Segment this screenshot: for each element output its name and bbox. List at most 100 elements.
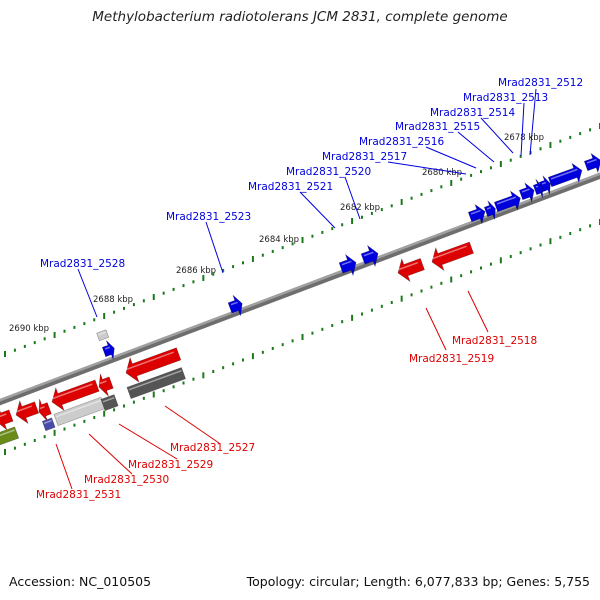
- scale-tick-label: 2684 kbp: [259, 235, 299, 245]
- forward-gene-shine: [535, 185, 539, 188]
- forward-gene-body: [467, 203, 486, 225]
- reverse-gene-body: [15, 399, 40, 425]
- scale-tick-label: 2682 kbp: [340, 203, 380, 213]
- forward-gene: [338, 253, 357, 277]
- scale-tick-label: 2688 kbp: [93, 295, 133, 305]
- genome-stats-text: Topology: circular; Length: 6,077,833 bp…: [246, 574, 590, 589]
- reverse-gene-label: Mrad2831_2530: [84, 474, 169, 486]
- scale-tick-label: 2690 kbp: [9, 324, 49, 334]
- reverse-leader-line: [55, 443, 73, 490]
- scale-labels: 2678 kbp 2680 kbp 2682 kbp 2684 kbp 2686 kbp…: [9, 133, 544, 334]
- other-feature-shine: [102, 397, 115, 403]
- reverse-gene-shine: [39, 406, 45, 410]
- forward-gene: [583, 152, 600, 174]
- scale-tick-label: 2680 kbp: [422, 168, 462, 178]
- forward-gene-body: [338, 253, 357, 277]
- forward-gene-label: Mrad2831_2523: [166, 211, 251, 223]
- forward-gene-body: [518, 182, 535, 203]
- reverse-gene-shine: [52, 383, 93, 400]
- reverse-gene-body: [125, 347, 182, 383]
- forward-leader-line: [344, 176, 361, 220]
- reverse-gene-shine: [398, 261, 418, 271]
- forward-gene: [532, 178, 543, 198]
- forward-leader-line: [387, 161, 467, 175]
- reverse-gene-label: Mrad2831_2527: [170, 442, 255, 454]
- genome-backbone: [0, 172, 600, 406]
- forward-gene: [493, 190, 521, 213]
- other-feature: [41, 417, 56, 432]
- forward-gene-shine: [541, 181, 547, 185]
- reverse-gene: [397, 257, 425, 283]
- reverse-gene-body: [98, 373, 114, 397]
- rna-feature-shine: [0, 429, 15, 438]
- forward-gene-shine: [363, 251, 374, 257]
- rna-feature-body: [0, 426, 20, 447]
- map-title: Methylobacterium radiotolerans JCM 2831,…: [92, 9, 508, 25]
- rna-feature: [0, 426, 20, 447]
- gene-features: [0, 152, 600, 447]
- forward-leader-line: [457, 131, 495, 163]
- other-feature: [96, 329, 110, 342]
- forward-gene-shine: [586, 158, 597, 164]
- reverse-gene-body: [397, 257, 425, 283]
- other-feature-body: [126, 367, 186, 400]
- reverse-gene: [15, 399, 40, 425]
- reverse-gene: [125, 347, 182, 383]
- forward-gene-body: [493, 190, 521, 213]
- forward-gene-label: Mrad2831_2513: [463, 92, 548, 104]
- forward-leader-line: [77, 268, 98, 318]
- reverse-gene-body: [51, 379, 100, 412]
- forward-gene-shine: [230, 301, 238, 306]
- forward-gene-shine: [104, 346, 110, 350]
- reverse-gene-label: Mrad2831_2518: [452, 335, 537, 347]
- forward-gene: [483, 200, 496, 220]
- reverse-gene-shine: [16, 405, 33, 413]
- forward-gene-body: [483, 200, 496, 220]
- reverse-gene-label: Mrad2831_2531: [36, 489, 121, 501]
- forward-gene-label: Mrad2831_2516: [359, 136, 444, 148]
- forward-gene-label: Mrad2831_2514: [430, 107, 515, 119]
- forward-gene-body: [227, 294, 243, 316]
- forward-leader-line: [529, 88, 537, 156]
- forward-gene-body: [101, 340, 115, 360]
- other-feature: [126, 367, 186, 400]
- forward-leader-line: [480, 117, 514, 154]
- forward-gene-shine: [521, 188, 530, 193]
- forward-leader-line: [425, 146, 477, 169]
- reverse-gene: [0, 406, 14, 431]
- forward-gene-shine: [341, 260, 352, 266]
- other-feature-shine: [55, 399, 102, 418]
- forward-gene-body: [532, 178, 543, 198]
- forward-gene: [227, 294, 243, 316]
- reverse-gene: [51, 379, 100, 412]
- reverse-leader-line: [467, 290, 489, 333]
- forward-leader-line: [299, 191, 336, 229]
- reverse-leader-line: [425, 307, 447, 351]
- reverse-gene-label: Mrad2831_2519: [409, 353, 494, 365]
- forward-gene-shine: [496, 196, 517, 205]
- backbone-arc-shadow: [0, 172, 600, 406]
- forward-gene-label: Mrad2831_2521: [248, 181, 333, 193]
- reverse-gene: [431, 241, 474, 272]
- reverse-gene-body: [0, 406, 14, 431]
- forward-gene-label: Mrad2831_2517: [322, 151, 407, 163]
- inner-tick-track: [4, 219, 600, 455]
- forward-gene-shine: [470, 209, 481, 215]
- forward-gene-body: [360, 244, 379, 268]
- reverse-gene-body: [431, 241, 474, 272]
- other-feature-shine: [97, 331, 107, 336]
- reverse-gene-shine: [432, 245, 467, 260]
- forward-gene-body: [583, 152, 600, 174]
- scale-tick-label: 2678 kbp: [504, 133, 544, 143]
- forward-gene-label: Mrad2831_2515: [395, 121, 480, 133]
- forward-gene: [101, 340, 115, 360]
- reverse-leader-line: [118, 423, 178, 460]
- forward-gene-shine: [486, 206, 492, 210]
- forward-gene: [518, 182, 535, 203]
- forward-gene-label: Mrad2831_2528: [40, 258, 125, 270]
- outer-tick-track: [4, 123, 600, 357]
- forward-gene-body: [547, 162, 583, 188]
- other-feature-body: [100, 394, 119, 412]
- forward-gene: [467, 203, 486, 225]
